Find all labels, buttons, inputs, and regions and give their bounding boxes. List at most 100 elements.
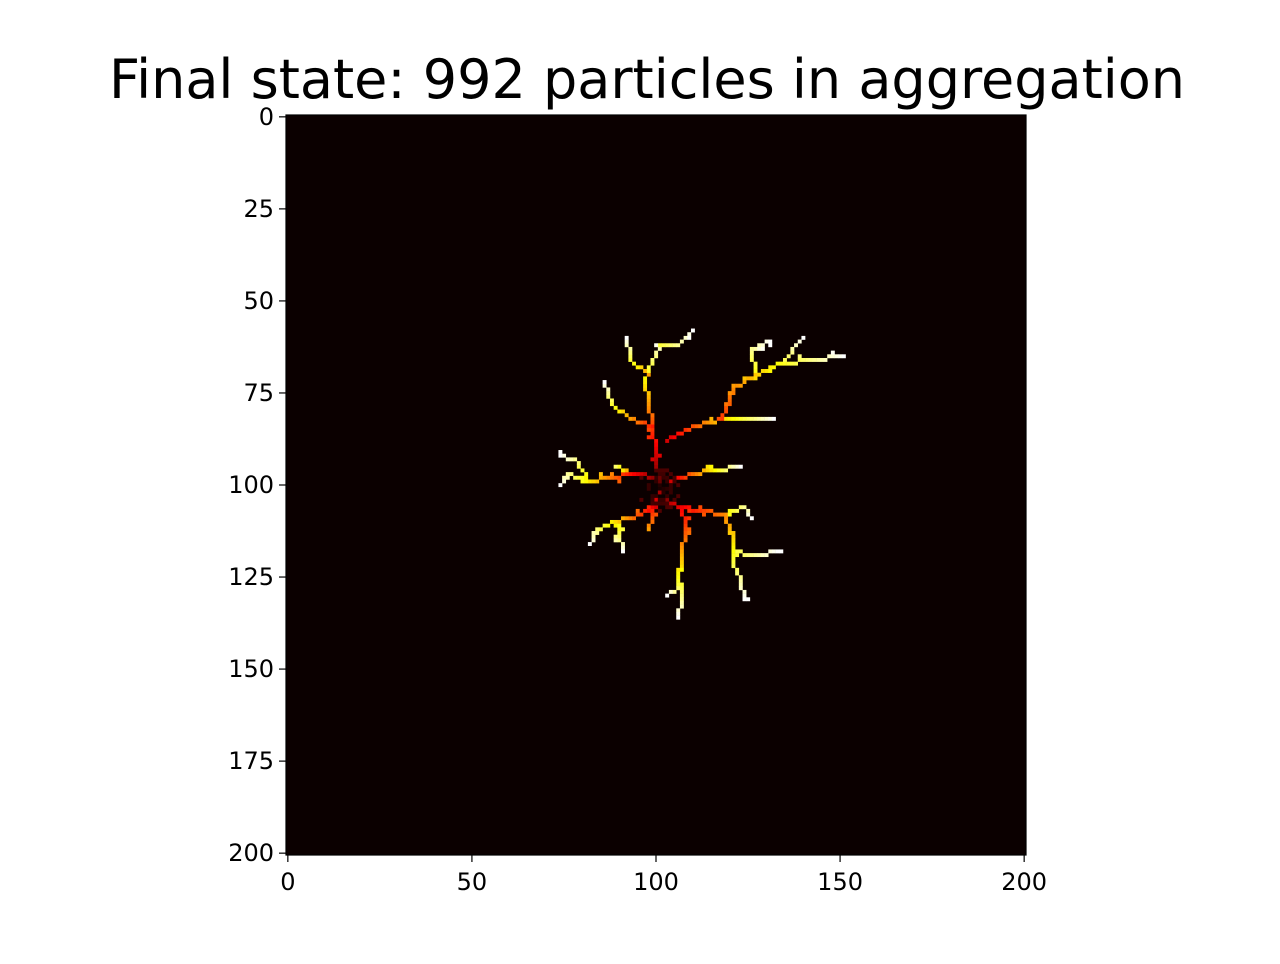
particle-cell: [764, 553, 769, 558]
y-tick-label: 25: [243, 195, 274, 223]
particle-cell: [783, 357, 787, 362]
particle-cell: [606, 391, 611, 396]
particle-cell: [683, 475, 688, 480]
particle-cell: [609, 519, 614, 524]
particle-cell: [646, 409, 651, 414]
particle-cell: [764, 339, 769, 344]
x-tick-label: 50: [457, 868, 488, 896]
particle-cell: [753, 365, 758, 370]
particle-cell: [738, 578, 743, 583]
particle-cell: [724, 409, 729, 414]
particle-cell: [565, 457, 570, 462]
particle-cell: [646, 527, 651, 532]
particle-cell: [690, 424, 695, 429]
particle-cell: [724, 405, 729, 410]
particle-cell: [724, 519, 729, 524]
particle-cell: [617, 479, 622, 484]
particle-cell: [757, 346, 762, 351]
particle-cell: [819, 357, 824, 362]
particle-cell: [705, 464, 710, 469]
particle-cell: [727, 391, 732, 396]
particle-cell: [713, 512, 717, 517]
particle-cell: [665, 475, 670, 480]
particle-cell: [643, 383, 648, 388]
particle-cell: [753, 376, 758, 381]
particle-cell: [690, 328, 695, 333]
particle-cell: [694, 508, 699, 513]
particle-cell: [646, 486, 651, 491]
particle-cell: [606, 523, 611, 528]
particle-cell: [650, 431, 655, 436]
particle-cell: [639, 472, 644, 477]
particle-cell: [628, 416, 633, 421]
particle-cell: [665, 486, 670, 491]
particle-cell: [720, 413, 725, 418]
particle-cell: [713, 468, 717, 473]
particle-cell: [812, 357, 817, 362]
particle-cell: [565, 475, 570, 480]
particle-cell: [760, 346, 765, 351]
particle-cell: [668, 490, 673, 495]
particle-cell: [731, 416, 736, 421]
particle-cell: [613, 475, 618, 480]
particle-cell: [635, 508, 640, 513]
particle-cell: [683, 523, 688, 528]
particle-cell: [679, 508, 684, 513]
particle-cell: [668, 483, 673, 488]
particle-cell: [558, 450, 563, 454]
particle-cell: [731, 391, 736, 396]
particle-cell: [794, 361, 798, 366]
particle-cell: [687, 508, 692, 513]
particle-cell: [609, 398, 614, 403]
particle-cell: [764, 369, 769, 373]
particle-cell: [790, 346, 795, 351]
particle-cell: [827, 354, 832, 359]
particle-cell: [643, 380, 648, 384]
particle-cell: [738, 549, 743, 554]
particle-cell: [661, 490, 666, 495]
particle-cell: [676, 431, 681, 436]
particle-cell: [650, 457, 655, 462]
particle-cell: [621, 542, 625, 546]
particle-cell: [753, 416, 758, 421]
particle-cell: [731, 549, 736, 554]
particle-cell: [650, 416, 655, 421]
particle-cell: [727, 508, 732, 513]
particle-cell: [705, 420, 710, 425]
particle-cell: [698, 472, 703, 477]
particle-cell: [591, 531, 596, 535]
particle-cell: [702, 420, 706, 425]
particle-cell: [749, 357, 754, 362]
particle-cell: [668, 505, 673, 510]
particle-cell: [683, 538, 688, 543]
particle-cell: [584, 475, 589, 480]
particle-cell: [746, 376, 751, 381]
particle-cell: [573, 475, 578, 480]
particle-cell: [668, 435, 673, 440]
particle-cell: [632, 361, 636, 366]
particle-cell: [650, 435, 655, 440]
particle-cell: [768, 549, 773, 554]
particle-cell: [764, 416, 769, 421]
particle-cell: [661, 501, 666, 506]
particle-cell: [654, 350, 659, 355]
particle-cell: [646, 398, 651, 403]
y-tick-label: 50: [243, 287, 274, 315]
particle-cell: [731, 383, 736, 388]
particle-cell: [654, 457, 659, 462]
particle-cell: [738, 383, 743, 388]
particle-cell: [816, 357, 821, 362]
particle-cell: [742, 589, 747, 594]
particle-cell: [573, 457, 578, 462]
particle-cell: [738, 582, 743, 587]
particle-cell: [679, 431, 684, 436]
particle-cell: [621, 409, 625, 414]
particle-cell: [683, 427, 688, 432]
x-tick-label: 100: [633, 868, 679, 896]
particle-cell: [757, 372, 762, 377]
particle-cell: [621, 472, 625, 477]
particle-cell: [613, 519, 618, 524]
particle-cell: [731, 387, 736, 392]
particle-cell: [727, 402, 732, 407]
particle-cell: [665, 343, 670, 348]
